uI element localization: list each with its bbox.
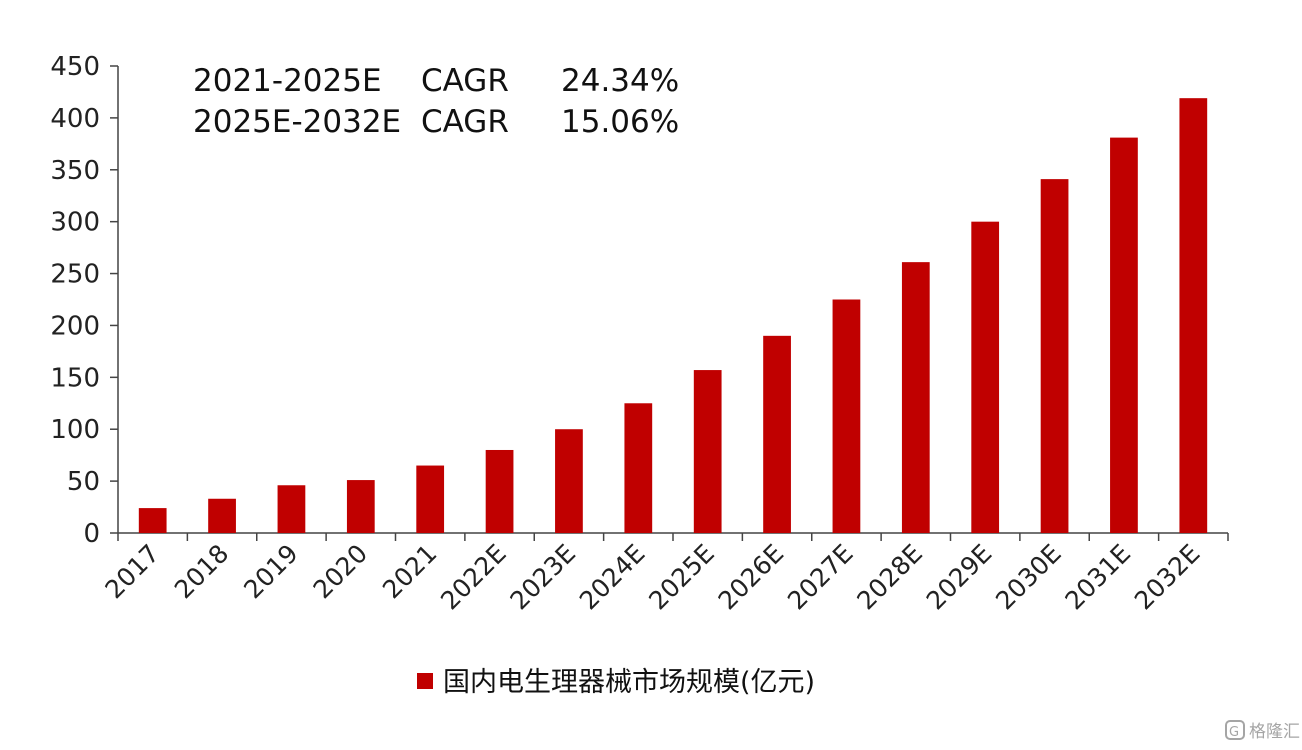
bar [485, 449, 514, 533]
bar [971, 221, 1000, 533]
bar [346, 480, 375, 533]
annotation-1-period: 2021-2025E [193, 63, 382, 99]
x-tick-label: 2023E [505, 539, 582, 616]
bar [693, 370, 722, 533]
x-tick-label: 2026E [713, 539, 790, 616]
bar [624, 403, 653, 533]
bar [763, 335, 791, 533]
bar [1110, 137, 1138, 533]
bar [555, 429, 583, 533]
x-tick-label: 2018 [169, 539, 234, 604]
annotations: 2021-2025E CAGR 24.34% 2025E-2032E CAGR … [193, 63, 679, 140]
bar [277, 485, 306, 533]
gelonghui-logo-icon: G [1225, 720, 1245, 740]
x-tick-label: 2028E [851, 539, 928, 616]
y-tick-label: 450 [50, 52, 100, 82]
y-tick-label: 50 [67, 467, 100, 497]
legend: 国内电生理器械市场规模(亿元) [417, 667, 815, 698]
x-tick-label: 2030E [990, 539, 1067, 616]
y-tick-label: 250 [50, 260, 100, 290]
x-tick-label: 2017 [99, 539, 164, 604]
bar [1179, 98, 1208, 533]
watermark-text: 格隆汇 [1249, 722, 1300, 742]
annotation-1-value: 24.34% [561, 63, 679, 99]
y-tick-label: 350 [50, 156, 100, 186]
x-tick-label: 2031E [1060, 539, 1137, 616]
bar [208, 498, 236, 533]
x-tick-label: 2024E [574, 539, 651, 616]
y-tick-label: 0 [83, 519, 100, 549]
bars [138, 98, 1208, 533]
y-tick-label: 200 [50, 311, 100, 341]
y-axis: 0 50 100 150 200 250 300 350 400 450 [50, 52, 119, 549]
x-tick-label: 2027E [782, 539, 859, 616]
legend-label: 国内电生理器械市场规模(亿元) [443, 667, 815, 698]
x-tick-label: 2019 [238, 539, 303, 604]
bar [1040, 179, 1069, 533]
watermark: G 格隆汇 [1225, 720, 1300, 742]
annotation-2-metric: CAGR [421, 104, 509, 140]
x-tick-label: 2029E [921, 539, 998, 616]
x-tick-label: 2032E [1129, 539, 1206, 616]
annotation-2-value: 15.06% [561, 104, 679, 140]
y-tick-label: 300 [50, 208, 100, 238]
x-tick-label: 2022E [435, 539, 512, 616]
x-tick-label: 2020 [308, 539, 373, 604]
bar [901, 262, 930, 533]
y-tick-label: 400 [50, 104, 100, 134]
bar [138, 508, 167, 533]
annotation-1-metric: CAGR [421, 63, 509, 99]
svg-text:G: G [1229, 725, 1239, 740]
x-tick-label: 2021 [377, 539, 442, 604]
x-tick-label: 2025E [643, 539, 720, 616]
y-tick-label: 150 [50, 363, 100, 393]
x-axis: 2017 2018 2019 2020 20212022E2023E2024E2025E… [99, 532, 1229, 616]
legend-swatch [417, 673, 433, 689]
annotation-2-period: 2025E-2032E [193, 104, 401, 140]
y-tick-label: 100 [50, 415, 100, 445]
bar [832, 299, 861, 533]
bar [416, 465, 445, 533]
